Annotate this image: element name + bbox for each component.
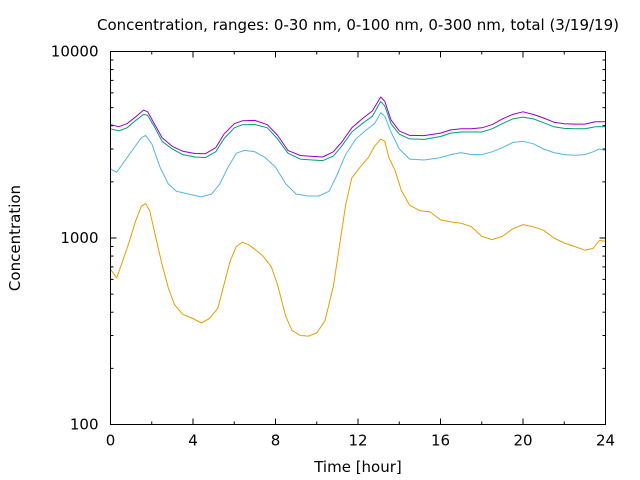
axis-ticks: 0 4 8 12 16 20 24 100 1000 10000 xyxy=(51,43,615,450)
x-tick-label: 16 xyxy=(431,432,450,450)
chart-title: Concentration, ranges: 0-30 nm, 0-100 nm… xyxy=(97,16,619,34)
series-line-4 xyxy=(110,96,606,158)
y-tick-label: 100 xyxy=(70,416,99,434)
y-tick-label: 1000 xyxy=(60,229,98,247)
y-tick-label: 10000 xyxy=(51,43,99,61)
series-line-2 xyxy=(110,112,606,198)
x-tick-label: 8 xyxy=(271,432,281,450)
x-tick-label: 4 xyxy=(188,432,198,450)
x-tick-label: 20 xyxy=(513,432,532,450)
plot-frame xyxy=(110,51,606,425)
x-axis-label: Time [hour] xyxy=(313,458,402,476)
x-tick-label: 24 xyxy=(596,432,615,450)
series-lines xyxy=(110,96,606,337)
series-line-1 xyxy=(110,138,606,337)
x-tick-label: 0 xyxy=(106,432,116,450)
series-line-3 xyxy=(110,100,606,162)
x-tick-label: 12 xyxy=(348,432,367,450)
y-axis-label: Concentration xyxy=(6,185,24,291)
